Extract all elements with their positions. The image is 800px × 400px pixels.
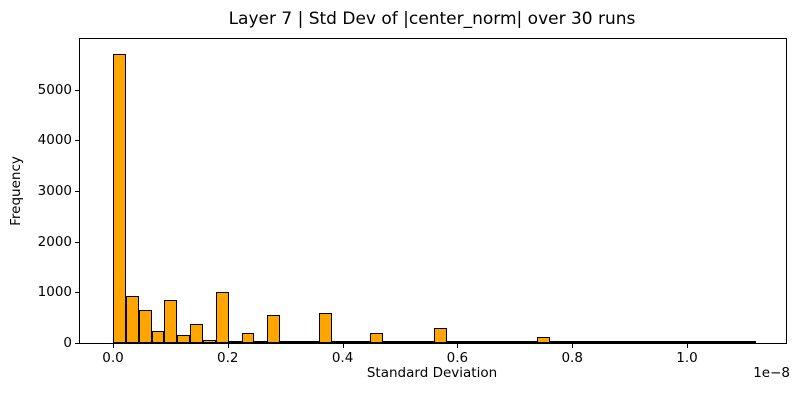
histogram-bar <box>151 331 165 343</box>
y-tick-mark <box>75 89 79 91</box>
histogram-bar <box>537 337 551 343</box>
y-tick-label: 1000 <box>37 284 72 301</box>
x-tick-mark <box>113 344 114 348</box>
histogram-bar <box>665 341 679 343</box>
y-tick-label: 3000 <box>37 183 72 199</box>
x-tick-mark <box>572 344 574 348</box>
histogram-bar <box>563 341 576 343</box>
histogram-bar <box>190 324 203 343</box>
x-tick-label: 0.8 <box>561 350 583 366</box>
histogram-bar <box>588 341 602 343</box>
y-tick-mark <box>75 191 79 192</box>
x-tick-label: 1.0 <box>676 350 698 366</box>
histogram-bar <box>511 341 525 343</box>
histogram-bar <box>318 313 332 343</box>
histogram-bar <box>601 341 615 343</box>
histogram-bar <box>331 341 345 343</box>
x-axis-label: Standard Deviation <box>366 365 498 381</box>
histogram-bar <box>370 333 383 343</box>
x-axis-offset-label: 1e−8 <box>753 365 790 381</box>
histogram-bar <box>447 341 461 343</box>
histogram-bar <box>293 341 306 343</box>
histogram-bar <box>177 335 191 343</box>
histogram-bar <box>267 315 281 343</box>
histogram-bar <box>524 341 538 343</box>
histogram-bar <box>498 341 512 343</box>
histogram-bar <box>228 341 242 343</box>
histogram-bar <box>254 341 268 343</box>
x-tick-label: 0.0 <box>102 350 124 366</box>
histogram-bar <box>550 341 564 343</box>
histogram-bar <box>305 341 319 343</box>
histogram-bar <box>717 341 731 343</box>
histogram-bar <box>138 310 152 343</box>
x-tick-label: 0.4 <box>331 350 354 366</box>
histogram-bar <box>395 341 409 343</box>
histogram-bar <box>640 341 654 343</box>
chart-title: Layer 7 | Std Dev of |center_norm| over … <box>228 9 636 29</box>
histogram-bar <box>280 341 293 343</box>
histogram-bar <box>704 341 718 343</box>
x-tick-mark <box>227 344 229 348</box>
histogram-bar <box>653 341 666 343</box>
histogram-bar <box>743 341 756 343</box>
histogram-bar <box>241 333 255 343</box>
histogram-bar <box>627 341 641 343</box>
histogram-bar <box>473 341 486 343</box>
histogram-bar <box>164 300 178 343</box>
y-tick-label: 2000 <box>37 233 72 250</box>
histogram-bar <box>408 341 422 343</box>
histogram-bar <box>203 340 216 343</box>
histogram-bar <box>357 341 371 343</box>
histogram-bar <box>691 341 705 343</box>
y-tick-mark <box>75 292 79 294</box>
x-tick-mark <box>342 344 344 348</box>
histogram-bar <box>215 292 229 343</box>
histogram-bar <box>575 341 589 343</box>
x-tick-mark <box>457 344 459 348</box>
histogram-bar <box>113 54 126 343</box>
histogram-bar <box>421 341 435 343</box>
y-tick-mark <box>75 241 79 243</box>
histogram-bar <box>344 341 358 343</box>
histogram-bar <box>383 341 396 343</box>
y-tick-label: 4000 <box>37 132 72 149</box>
y-tick-mark <box>75 140 79 142</box>
histogram-bar <box>730 341 744 343</box>
x-tick-mark <box>687 344 688 348</box>
histogram-bar <box>614 341 628 343</box>
histogram-bar <box>125 296 139 343</box>
x-tick-label: 0.6 <box>446 350 469 366</box>
histogram-bar <box>460 341 473 343</box>
y-tick-label: 0 <box>63 335 72 351</box>
plot-area <box>79 38 787 344</box>
y-tick-mark <box>75 343 79 344</box>
histogram-bar <box>678 341 692 343</box>
y-tick-label: 5000 <box>37 81 72 98</box>
x-tick-label: 0.2 <box>217 350 239 366</box>
histogram-bar <box>434 328 448 343</box>
histogram-bar <box>485 341 499 343</box>
